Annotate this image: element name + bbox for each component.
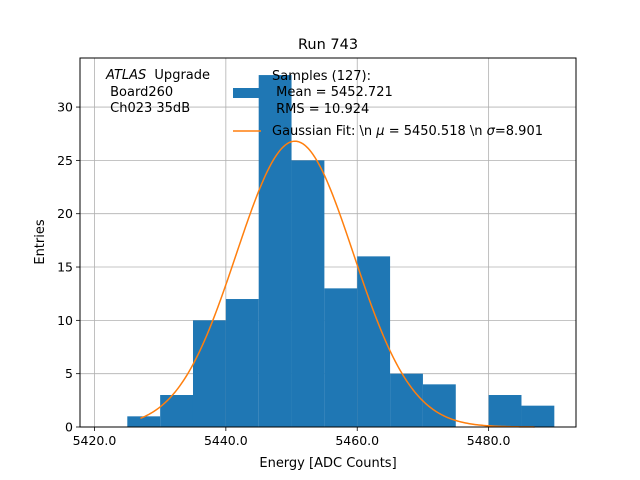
legend-histogram-line-2: Mean = 5452.721 <box>272 85 393 100</box>
annotation-atlas-italic: ATLAS <box>105 68 146 83</box>
histogram-bar-2 <box>192 320 226 427</box>
histogram-bar-4 <box>258 75 292 427</box>
x-axis-ticks: 5420.0 5440.0 5460.0 5480.0 <box>73 427 511 448</box>
legend-fit-text-a: Gaussian Fit: \n <box>272 124 376 139</box>
histogram-bar-1 <box>160 395 193 427</box>
chart-title: Run 743 <box>298 37 358 53</box>
histogram-bar-7 <box>357 256 391 427</box>
legend-fit-label: Gaussian Fit: \n μ = 5450.518 \n σ=8.901 <box>272 124 543 139</box>
y-tick-label-4: 20 <box>57 206 73 221</box>
legend-fit-text-b: = 5450.518 \n <box>385 124 487 139</box>
y-tick-label-5: 25 <box>57 153 73 168</box>
y-tick-label-0: 0 <box>65 420 73 435</box>
histogram-bar-5 <box>291 160 325 427</box>
legend-fit-sigma: σ <box>487 124 496 139</box>
histogram-bar-11 <box>488 395 522 427</box>
legend-swatch-histogram <box>233 88 261 98</box>
x-axis-label: Energy [ADC Counts] <box>259 456 396 471</box>
legend-fit-mu: μ <box>375 124 384 139</box>
histogram-bar-12 <box>521 405 555 427</box>
histogram-bar-3 <box>225 299 259 427</box>
x-tick-label-2: 5460.0 <box>335 433 379 448</box>
x-tick-label-1: 5440.0 <box>204 433 248 448</box>
legend-histogram-line-1: Samples (127): <box>272 69 371 84</box>
y-tick-label-3: 15 <box>57 260 73 275</box>
plot-frame <box>79 57 577 428</box>
annotation-line-3: Ch023 35dB <box>106 101 190 116</box>
y-tick-label-6: 30 <box>57 100 73 115</box>
y-tick-label-1: 5 <box>65 366 73 381</box>
x-tick-label-0: 5420.0 <box>73 433 117 448</box>
fit-line <box>140 140 535 428</box>
annotation-box: ATLAS Upgrade Board260 Ch023 35dB <box>105 68 210 116</box>
legend-histogram-line-3: RMS = 10.924 <box>272 102 369 117</box>
histogram-bar-0 <box>127 416 161 427</box>
histogram-bars <box>127 75 555 427</box>
y-tick-label-2: 10 <box>57 313 73 328</box>
y-axis-ticks: 0 5 10 15 20 25 30 <box>57 100 80 435</box>
annotation-line-2: Board260 <box>106 85 173 100</box>
histogram-bar-8 <box>390 373 423 427</box>
x-tick-label-3: 5480.0 <box>467 433 511 448</box>
legend-fit-text-c: =8.901 <box>495 124 543 139</box>
y-axis-label: Entries <box>33 219 48 265</box>
gaussian-fit-curve <box>140 140 535 428</box>
legend: Samples (127): Mean = 5452.721 RMS = 10.… <box>233 69 543 139</box>
histogram-bar-6 <box>324 288 358 427</box>
annotation-line-1: ATLAS Upgrade <box>105 68 210 83</box>
annotation-upgrade: Upgrade <box>154 68 210 83</box>
